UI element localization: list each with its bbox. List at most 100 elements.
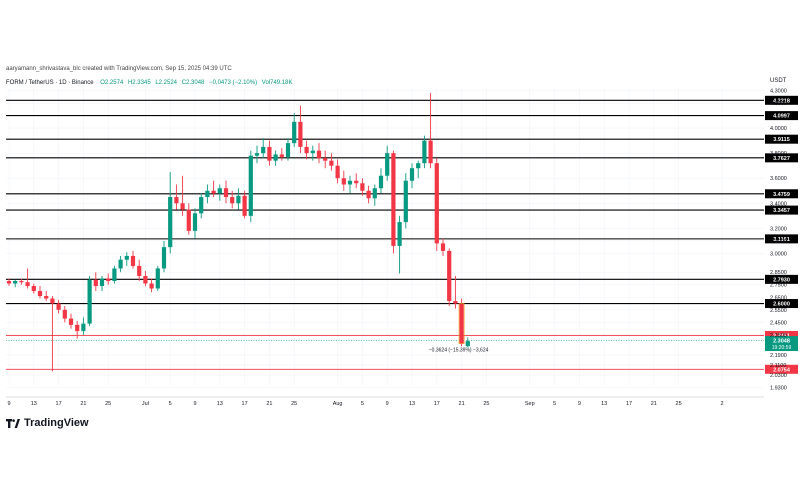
price-tick-label: 2.0300 — [770, 373, 787, 379]
candle-body — [211, 190, 216, 194]
price-tick-label: 3.0000 — [770, 251, 787, 257]
time-tick-label: 5 — [553, 401, 556, 407]
level-price-label: 2.6000 — [773, 302, 790, 308]
candle-body — [248, 155, 253, 216]
candle-body — [192, 213, 198, 231]
price-tick-label: 2.3500 — [770, 333, 787, 339]
time-tick-label: 9 — [578, 401, 581, 407]
candle-body — [230, 197, 235, 204]
candle-body — [236, 195, 241, 204]
candle-body — [447, 250, 452, 302]
price-tick-label: 2.5500 — [770, 308, 787, 314]
candle-body — [13, 280, 18, 284]
level-price-label: 2.0754 — [773, 367, 791, 373]
candle-body — [310, 150, 315, 154]
candle-body — [453, 301, 458, 304]
candle-body — [409, 168, 415, 181]
candle-body — [397, 222, 402, 246]
candle-body — [56, 303, 61, 310]
candle-body — [143, 275, 148, 284]
alert-price-tag — [765, 364, 798, 374]
candle-body — [459, 303, 464, 344]
candle-body — [124, 255, 129, 260]
candle-body — [261, 146, 266, 154]
candle-body — [149, 283, 154, 289]
candle-body — [81, 323, 86, 332]
level-lines: 4.2218 4.0997 3.9115 3.7627 3.4759 3.3457 3.11… — [6, 95, 798, 374]
candle-body — [416, 163, 421, 169]
candle-body — [372, 188, 377, 199]
level-price-tag — [765, 95, 798, 105]
time-tick-label: 9 — [386, 401, 389, 407]
candle-body — [422, 140, 427, 164]
tradingview-brand[interactable]: TradingView — [6, 417, 89, 429]
candle-body — [161, 247, 167, 269]
price-tick-label: 4.3000 — [770, 89, 787, 95]
time-tick-label: 25 — [483, 401, 489, 407]
candle-body — [50, 298, 55, 304]
candle-body — [19, 280, 24, 283]
candle-body — [118, 259, 123, 269]
chart-credit: aaryamann_shrivastava_blc created with T… — [6, 66, 232, 72]
time-tick-label: 21 — [266, 401, 272, 407]
time-tick-label: 9 — [193, 401, 196, 407]
candle-body — [465, 341, 470, 347]
candle-body — [341, 178, 346, 185]
candle-body — [298, 121, 303, 147]
level-price-tag — [765, 205, 798, 215]
candle-body — [360, 183, 365, 191]
candle-body — [168, 197, 173, 248]
time-tick-label: 21 — [80, 401, 86, 407]
level-price-label: 3.4759 — [773, 192, 790, 198]
candle-body — [112, 268, 117, 281]
alert-price-tag — [765, 330, 798, 340]
candle-body — [354, 180, 359, 184]
time-tick-label: 17 — [626, 401, 632, 407]
time-tick-label: 25 — [291, 401, 297, 407]
candle-body — [25, 282, 30, 286]
price-tick-label: 2.8500 — [770, 270, 787, 276]
level-price-tag — [765, 234, 798, 244]
candle-body — [428, 140, 433, 164]
level-price-tag — [765, 299, 798, 309]
level-price-label: 3.1161 — [773, 237, 790, 243]
candle-body — [391, 153, 396, 246]
candle-body — [385, 153, 390, 176]
symbol-legend: FORM / TetherUS · 1D · Binance O2.2574 H… — [6, 80, 292, 86]
candle-body — [199, 197, 204, 214]
candle-body — [223, 188, 229, 198]
price-tick-label: 4.2000 — [770, 101, 787, 107]
candle-body — [440, 243, 446, 251]
candle-body — [75, 324, 80, 332]
candle-body — [130, 255, 136, 266]
candle-body — [44, 296, 49, 299]
candle-body — [68, 318, 74, 325]
candle-body — [335, 165, 340, 179]
measure-note: −0.3624 (−15.39%) −3,624 — [429, 348, 489, 354]
grid-lines — [6, 88, 764, 388]
price-tick-label: 1.9300 — [770, 386, 787, 392]
time-tick-label: Aug — [333, 401, 343, 407]
price-axis: 1.9300 2.0300 2.1100 2.1900 2.3500 2.4500 2.55… — [770, 89, 787, 392]
candle-body — [242, 195, 247, 216]
candle-body — [31, 286, 36, 292]
candle-body — [316, 150, 322, 159]
level-price-tag — [765, 189, 798, 199]
candle-body — [403, 180, 408, 223]
price-tick-label: 3.4000 — [770, 201, 787, 207]
candle-body — [205, 190, 210, 198]
candle-body — [93, 279, 98, 286]
candle-body — [323, 158, 328, 161]
candle-body — [217, 188, 222, 194]
price-tick-label: 2.1100 — [770, 363, 786, 369]
price-tick-label: 3.1000 — [770, 239, 787, 245]
candle-body — [434, 163, 439, 244]
time-tick-label: 25 — [676, 401, 682, 407]
candle-body — [62, 309, 67, 319]
time-tick-label: 13 — [409, 401, 415, 407]
price-tick-label: 3.6000 — [770, 176, 787, 182]
time-tick-label: Jul — [142, 401, 149, 407]
time-tick-label: 13 — [31, 401, 37, 407]
time-tick-label: 21 — [459, 401, 465, 407]
